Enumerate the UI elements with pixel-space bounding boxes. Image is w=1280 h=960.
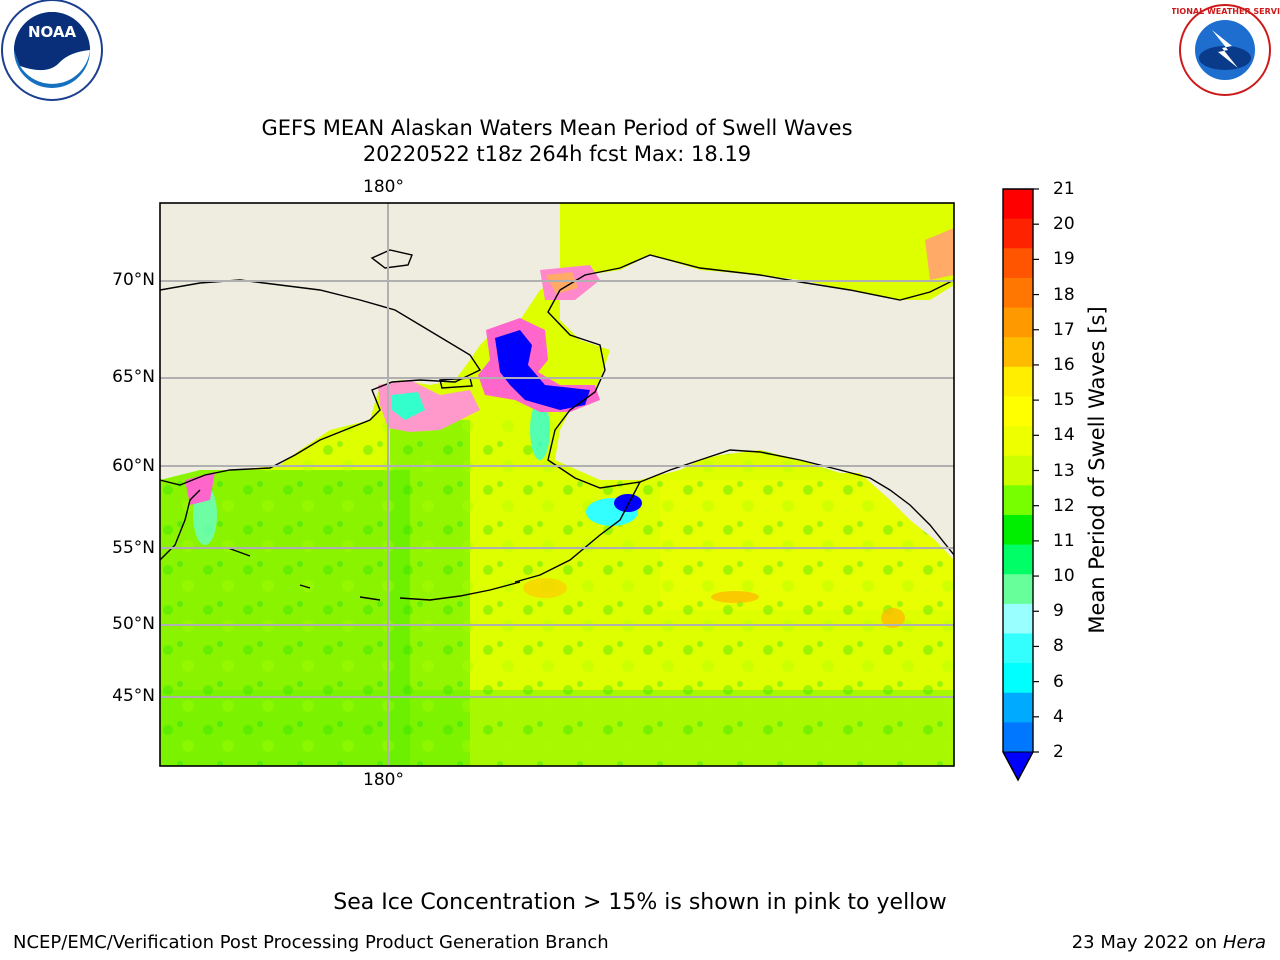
land-siberia [160,203,560,480]
footer-machine: Hera [1222,932,1266,953]
colorbar-tick-label: 17 [1053,319,1075,340]
lon-label-top: 180° [363,177,404,197]
colorbar-segment [1003,663,1033,694]
colorbar-tick-label: 8 [1053,636,1064,657]
colorbar-tick-label: 19 [1053,249,1075,270]
colorbar-tick-label: 21 [1053,179,1075,199]
graticule [160,203,954,766]
colorbar-tick-label: 18 [1053,284,1075,305]
colorbar-segment [1003,603,1033,634]
lat-label: 55°N [112,538,155,558]
colorbar-segment [1003,218,1033,249]
colorbar-tick-label: 2 [1053,742,1064,762]
coast-alaska-west [514,289,642,583]
colorbar-segment [1003,722,1033,753]
colorbar-segment [1003,248,1033,279]
svg-text:NATIONAL WEATHER SERVICE: NATIONAL WEATHER SERVICE [1172,7,1280,16]
map-frame [159,202,955,767]
colorbar-segment [1003,426,1033,457]
lat-label: 45°N [112,686,155,706]
colorbar-segment [1003,574,1033,605]
footer-date-text: 23 May 2022 on [1071,932,1218,953]
colorbar-segment [1003,337,1033,368]
nws-logo: NATIONAL WEATHER SERVICE [1172,4,1280,96]
colorbar-segment [1003,692,1033,723]
colorbar-frame [1002,188,1034,782]
colorbar-segment [1003,396,1033,427]
aleutians [227,547,521,601]
colorbar-segment [1003,633,1033,664]
lon-label-bottom: 180° [363,770,404,790]
sea-ice-anadyr [378,380,480,432]
colorbar-tick-label: 16 [1053,354,1075,375]
coast-alaska-north [559,254,954,301]
svg-text:NOAA: NOAA [28,23,77,41]
colorbar-segment [1003,514,1033,546]
colorbar-label: Mean Period of Swell Waves [s] [1085,306,1109,634]
colorbar-tick-label: 13 [1053,460,1075,481]
colorbar-tick-label: 12 [1053,495,1075,516]
sea-ice-note: Sea Ice Concentration > 15% is shown in … [333,890,947,915]
colorbar-segment [1003,485,1033,516]
colorbar-tick-label: 15 [1053,390,1075,411]
colorbar-tick-label: 6 [1053,671,1064,692]
colorbar-segment [1003,544,1033,575]
coast-kamchatka [160,489,201,561]
lat-label: 65°N [112,367,155,387]
chart-title: GEFS MEAN Alaskan Waters Mean Period of … [261,116,853,140]
colorbar-tick-label: 10 [1053,566,1075,587]
colorbar-tick-label: 14 [1053,425,1075,446]
colorbar-segment [1003,455,1033,486]
colorbar-extend-arrow [1002,751,1034,782]
sea-ice-core [495,330,590,410]
sea-ice-beaufort [925,228,954,280]
colorbar-segment [1003,277,1033,309]
footer-date: 23 May 2022 on Hera [1072,932,1266,953]
colorbar-tick-label: 4 [1053,706,1064,727]
coast-siberia [160,279,482,486]
blue-patch-bristol [614,494,642,512]
colorbar-tick-label: 20 [1053,214,1075,235]
colorbar-segment [1003,189,1033,220]
chart-subtitle: 20220522 t18z 264h fcst Max: 18.19 [362,142,752,166]
lat-label: 60°N [112,456,155,476]
lat-label: 50°N [112,614,155,634]
land-north [160,203,954,480]
colorbar-segment [1003,307,1033,338]
noaa-logo: NOAA [1,0,103,101]
colorbar-segment [1003,366,1033,397]
colorbar-tick-label: 11 [1053,530,1075,551]
land-southeast [860,473,954,560]
footer-credit: NCEP/EMC/Verification Post Processing Pr… [13,932,609,953]
lat-label: 70°N [112,270,155,290]
colorbar-tick-label: 9 [1053,601,1064,622]
